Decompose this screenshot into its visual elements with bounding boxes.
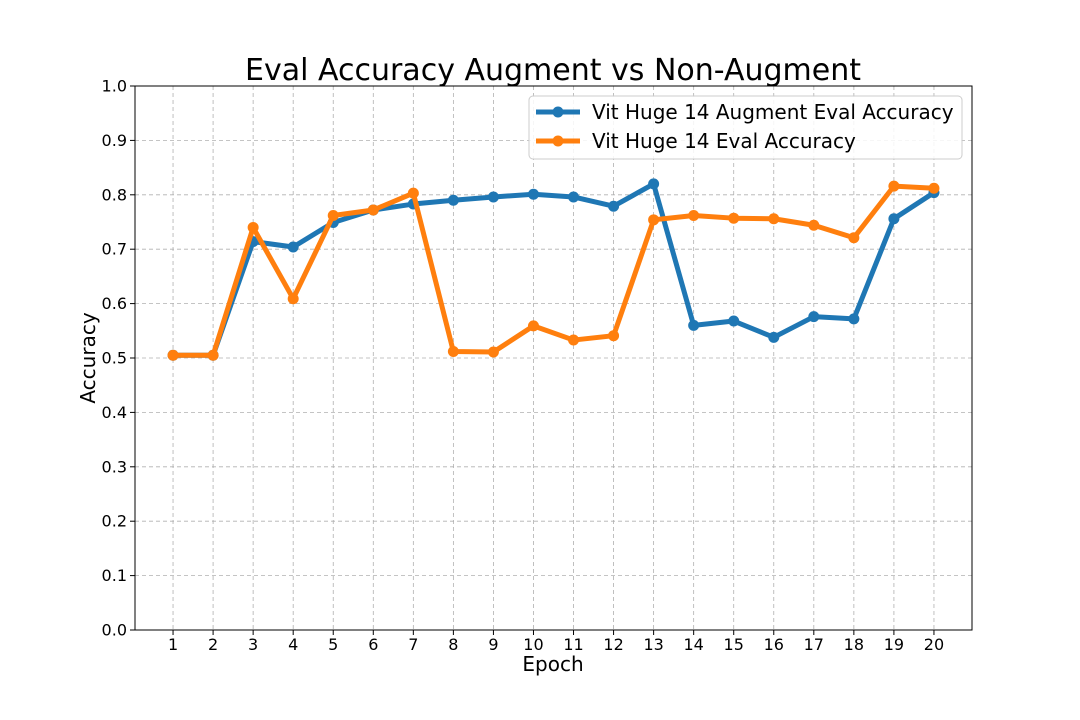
data-point-augment bbox=[527, 188, 539, 200]
legend-marker-non-augment bbox=[552, 135, 564, 147]
data-point-non-augment bbox=[167, 349, 179, 361]
data-point-non-augment bbox=[848, 232, 860, 244]
x-tick-label: 2 bbox=[208, 635, 218, 654]
x-tick-label: 18 bbox=[844, 635, 864, 654]
x-tick-label: 20 bbox=[924, 635, 944, 654]
data-point-augment bbox=[648, 178, 660, 190]
data-point-augment bbox=[487, 191, 499, 203]
legend-label-non-augment: Vit Huge 14 Eval Accuracy bbox=[592, 129, 856, 153]
series-line-augment bbox=[170, 181, 937, 358]
y-tick-label: 0.9 bbox=[102, 131, 127, 150]
x-tick-label: 10 bbox=[523, 635, 543, 654]
data-point-non-augment bbox=[928, 182, 940, 194]
data-point-non-augment bbox=[648, 214, 660, 226]
x-tick-label: 5 bbox=[328, 635, 338, 654]
data-point-non-augment bbox=[527, 320, 539, 332]
y-axis-title: Accuracy bbox=[76, 312, 100, 403]
data-point-augment bbox=[768, 331, 780, 343]
data-point-non-augment bbox=[608, 330, 620, 342]
x-tick-label: 17 bbox=[804, 635, 824, 654]
y-axis-ticks: 0.0 0.1 0.2 0.3 0.4 0.5 0.6 0.7 0.8 0.9 1.0 bbox=[102, 77, 135, 640]
y-tick-label: 0.4 bbox=[102, 403, 127, 422]
data-point-non-augment bbox=[688, 209, 700, 221]
x-tick-label: 16 bbox=[764, 635, 784, 654]
y-tick-label: 0.0 bbox=[102, 621, 127, 640]
data-point-non-augment bbox=[768, 213, 780, 225]
legend: Vit Huge 14 Augment Eval Accuracy Vit Hu… bbox=[528, 95, 963, 160]
x-tick-label: 13 bbox=[643, 635, 663, 654]
data-point-non-augment bbox=[247, 221, 259, 233]
y-tick-label: 0.6 bbox=[102, 294, 127, 313]
data-point-non-augment bbox=[888, 180, 900, 192]
y-tick-label: 0.3 bbox=[102, 457, 127, 476]
x-tick-label: 11 bbox=[563, 635, 583, 654]
data-point-non-augment bbox=[487, 346, 499, 358]
x-tick-label: 14 bbox=[683, 635, 703, 654]
legend-box bbox=[528, 95, 963, 160]
data-point-augment bbox=[287, 241, 299, 253]
data-point-augment bbox=[608, 200, 620, 212]
y-tick-label: 0.7 bbox=[102, 240, 127, 259]
x-axis-ticks: 1 2 3 4 5 6 7 8 9 10 11 12 13 14 15 16 17 18 19 20 bbox=[168, 630, 944, 654]
y-tick-label: 0.5 bbox=[102, 349, 127, 368]
series-non-augment bbox=[167, 180, 940, 361]
y-tick-label: 0.1 bbox=[102, 566, 127, 585]
y-tick-label: 1.0 bbox=[102, 77, 127, 96]
x-tick-label: 15 bbox=[724, 635, 744, 654]
x-tick-label: 4 bbox=[288, 635, 298, 654]
x-tick-label: 12 bbox=[603, 635, 623, 654]
data-point-non-augment bbox=[808, 219, 820, 231]
series-layer bbox=[167, 178, 940, 361]
x-tick-label: 8 bbox=[448, 635, 458, 654]
data-point-augment bbox=[728, 315, 740, 327]
data-point-non-augment bbox=[287, 293, 299, 305]
data-point-augment bbox=[848, 313, 860, 325]
legend-marker-augment bbox=[552, 106, 564, 118]
series-line-non-augment bbox=[170, 183, 937, 358]
x-tick-label: 6 bbox=[368, 635, 378, 654]
data-point-augment bbox=[888, 213, 900, 225]
data-point-augment bbox=[688, 319, 700, 331]
x-tick-label: 19 bbox=[884, 635, 904, 654]
x-axis-title: Epoch bbox=[522, 652, 583, 676]
data-point-augment bbox=[447, 194, 459, 206]
data-point-non-augment bbox=[568, 334, 580, 346]
y-tick-label: 0.8 bbox=[102, 185, 127, 204]
legend-label-augment: Vit Huge 14 Augment Eval Accuracy bbox=[592, 100, 954, 124]
data-point-augment bbox=[568, 191, 580, 203]
x-tick-label: 3 bbox=[248, 635, 258, 654]
chart-title: Eval Accuracy Augment vs Non-Augment bbox=[245, 53, 861, 88]
y-tick-label: 0.2 bbox=[102, 512, 127, 531]
data-point-non-augment bbox=[407, 187, 419, 199]
data-point-non-augment bbox=[327, 209, 339, 221]
data-point-augment bbox=[808, 311, 820, 323]
x-tick-label: 9 bbox=[488, 635, 498, 654]
x-tick-label: 7 bbox=[408, 635, 418, 654]
x-tick-label: 1 bbox=[168, 635, 178, 654]
data-point-non-augment bbox=[207, 349, 219, 361]
data-point-non-augment bbox=[367, 204, 379, 216]
data-point-non-augment bbox=[728, 212, 740, 224]
data-point-non-augment bbox=[447, 345, 459, 357]
